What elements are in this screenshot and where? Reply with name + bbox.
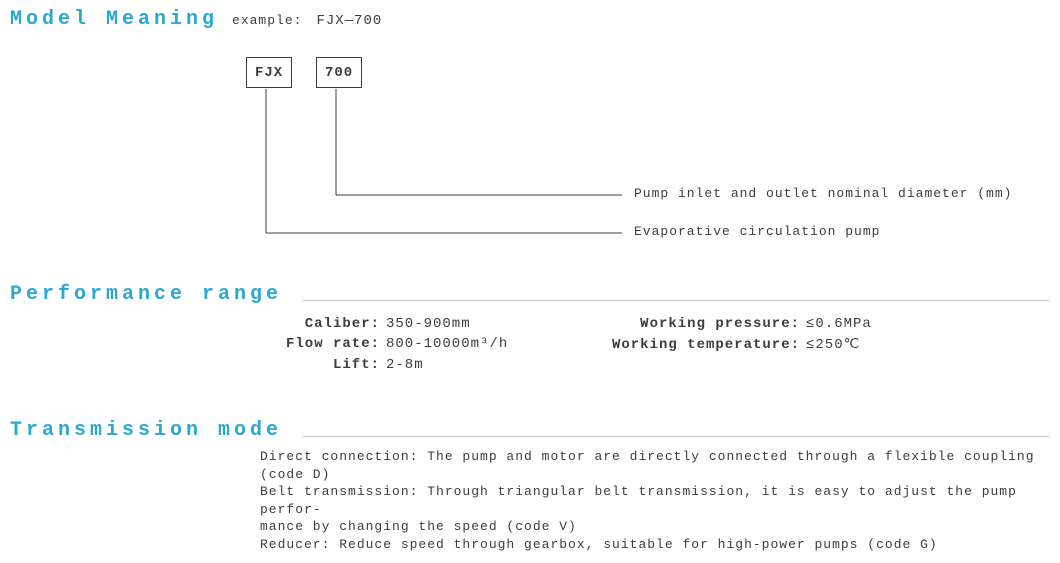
callout-diameter: Pump inlet and outlet nominal diameter (…: [634, 186, 1012, 201]
example-value: FJX—700: [316, 13, 382, 29]
transmission-line2: Belt transmission: Through triangular be…: [260, 483, 1040, 518]
model-meaning-title: Model Meaning: [10, 8, 218, 31]
performance-header: Performance range: [10, 283, 1050, 306]
perf-flow-label: Flow rate:: [260, 336, 386, 352]
perf-pressure-value: ≤0.6MPa: [806, 316, 872, 332]
performance-title: Performance range: [10, 283, 282, 306]
perf-caliber-label: Caliber:: [260, 316, 386, 332]
transmission-line4: Reducer: Reduce speed through gearbox, s…: [260, 536, 1040, 554]
perf-temp-label: Working temperature:: [580, 337, 806, 353]
diagram-lines: [10, 57, 1050, 257]
perf-temp: Working temperature: ≤250℃: [580, 336, 940, 353]
transmission-title: Transmission mode: [10, 419, 282, 442]
perf-flow-value: 800-10000m³/h: [386, 336, 508, 352]
perf-pressure-label: Working pressure:: [580, 316, 806, 332]
transmission-body: Direct connection: The pump and motor ar…: [260, 448, 1040, 553]
perf-lift: Lift: 2-8m: [260, 357, 580, 373]
performance-rule: [302, 300, 1050, 301]
transmission-line1: Direct connection: The pump and motor ar…: [260, 448, 1040, 483]
perf-caliber: Caliber: 350-900mm: [260, 316, 580, 332]
example-label: example:: [232, 13, 302, 28]
perf-flow: Flow rate: 800-10000m³/h: [260, 336, 580, 353]
transmission-line3: mance by changing the speed (code V): [260, 518, 1040, 536]
transmission-header: Transmission mode: [10, 419, 1050, 442]
performance-grid: Caliber: 350-900mm Working pressure: ≤0.…: [260, 316, 1050, 373]
perf-pressure: Working pressure: ≤0.6MPa: [580, 316, 940, 332]
perf-lift-label: Lift:: [260, 357, 386, 373]
perf-temp-value: ≤250℃: [806, 336, 860, 353]
callout-pump-type: Evaporative circulation pump: [634, 224, 880, 239]
perf-caliber-value: 350-900mm: [386, 316, 471, 332]
perf-lift-value: 2-8m: [386, 357, 424, 373]
transmission-rule: [302, 436, 1050, 437]
model-diagram: FJX 700 Pump inlet and outlet nominal di…: [10, 57, 1050, 257]
model-meaning-header: Model Meaning example: FJX—700: [10, 8, 1050, 31]
